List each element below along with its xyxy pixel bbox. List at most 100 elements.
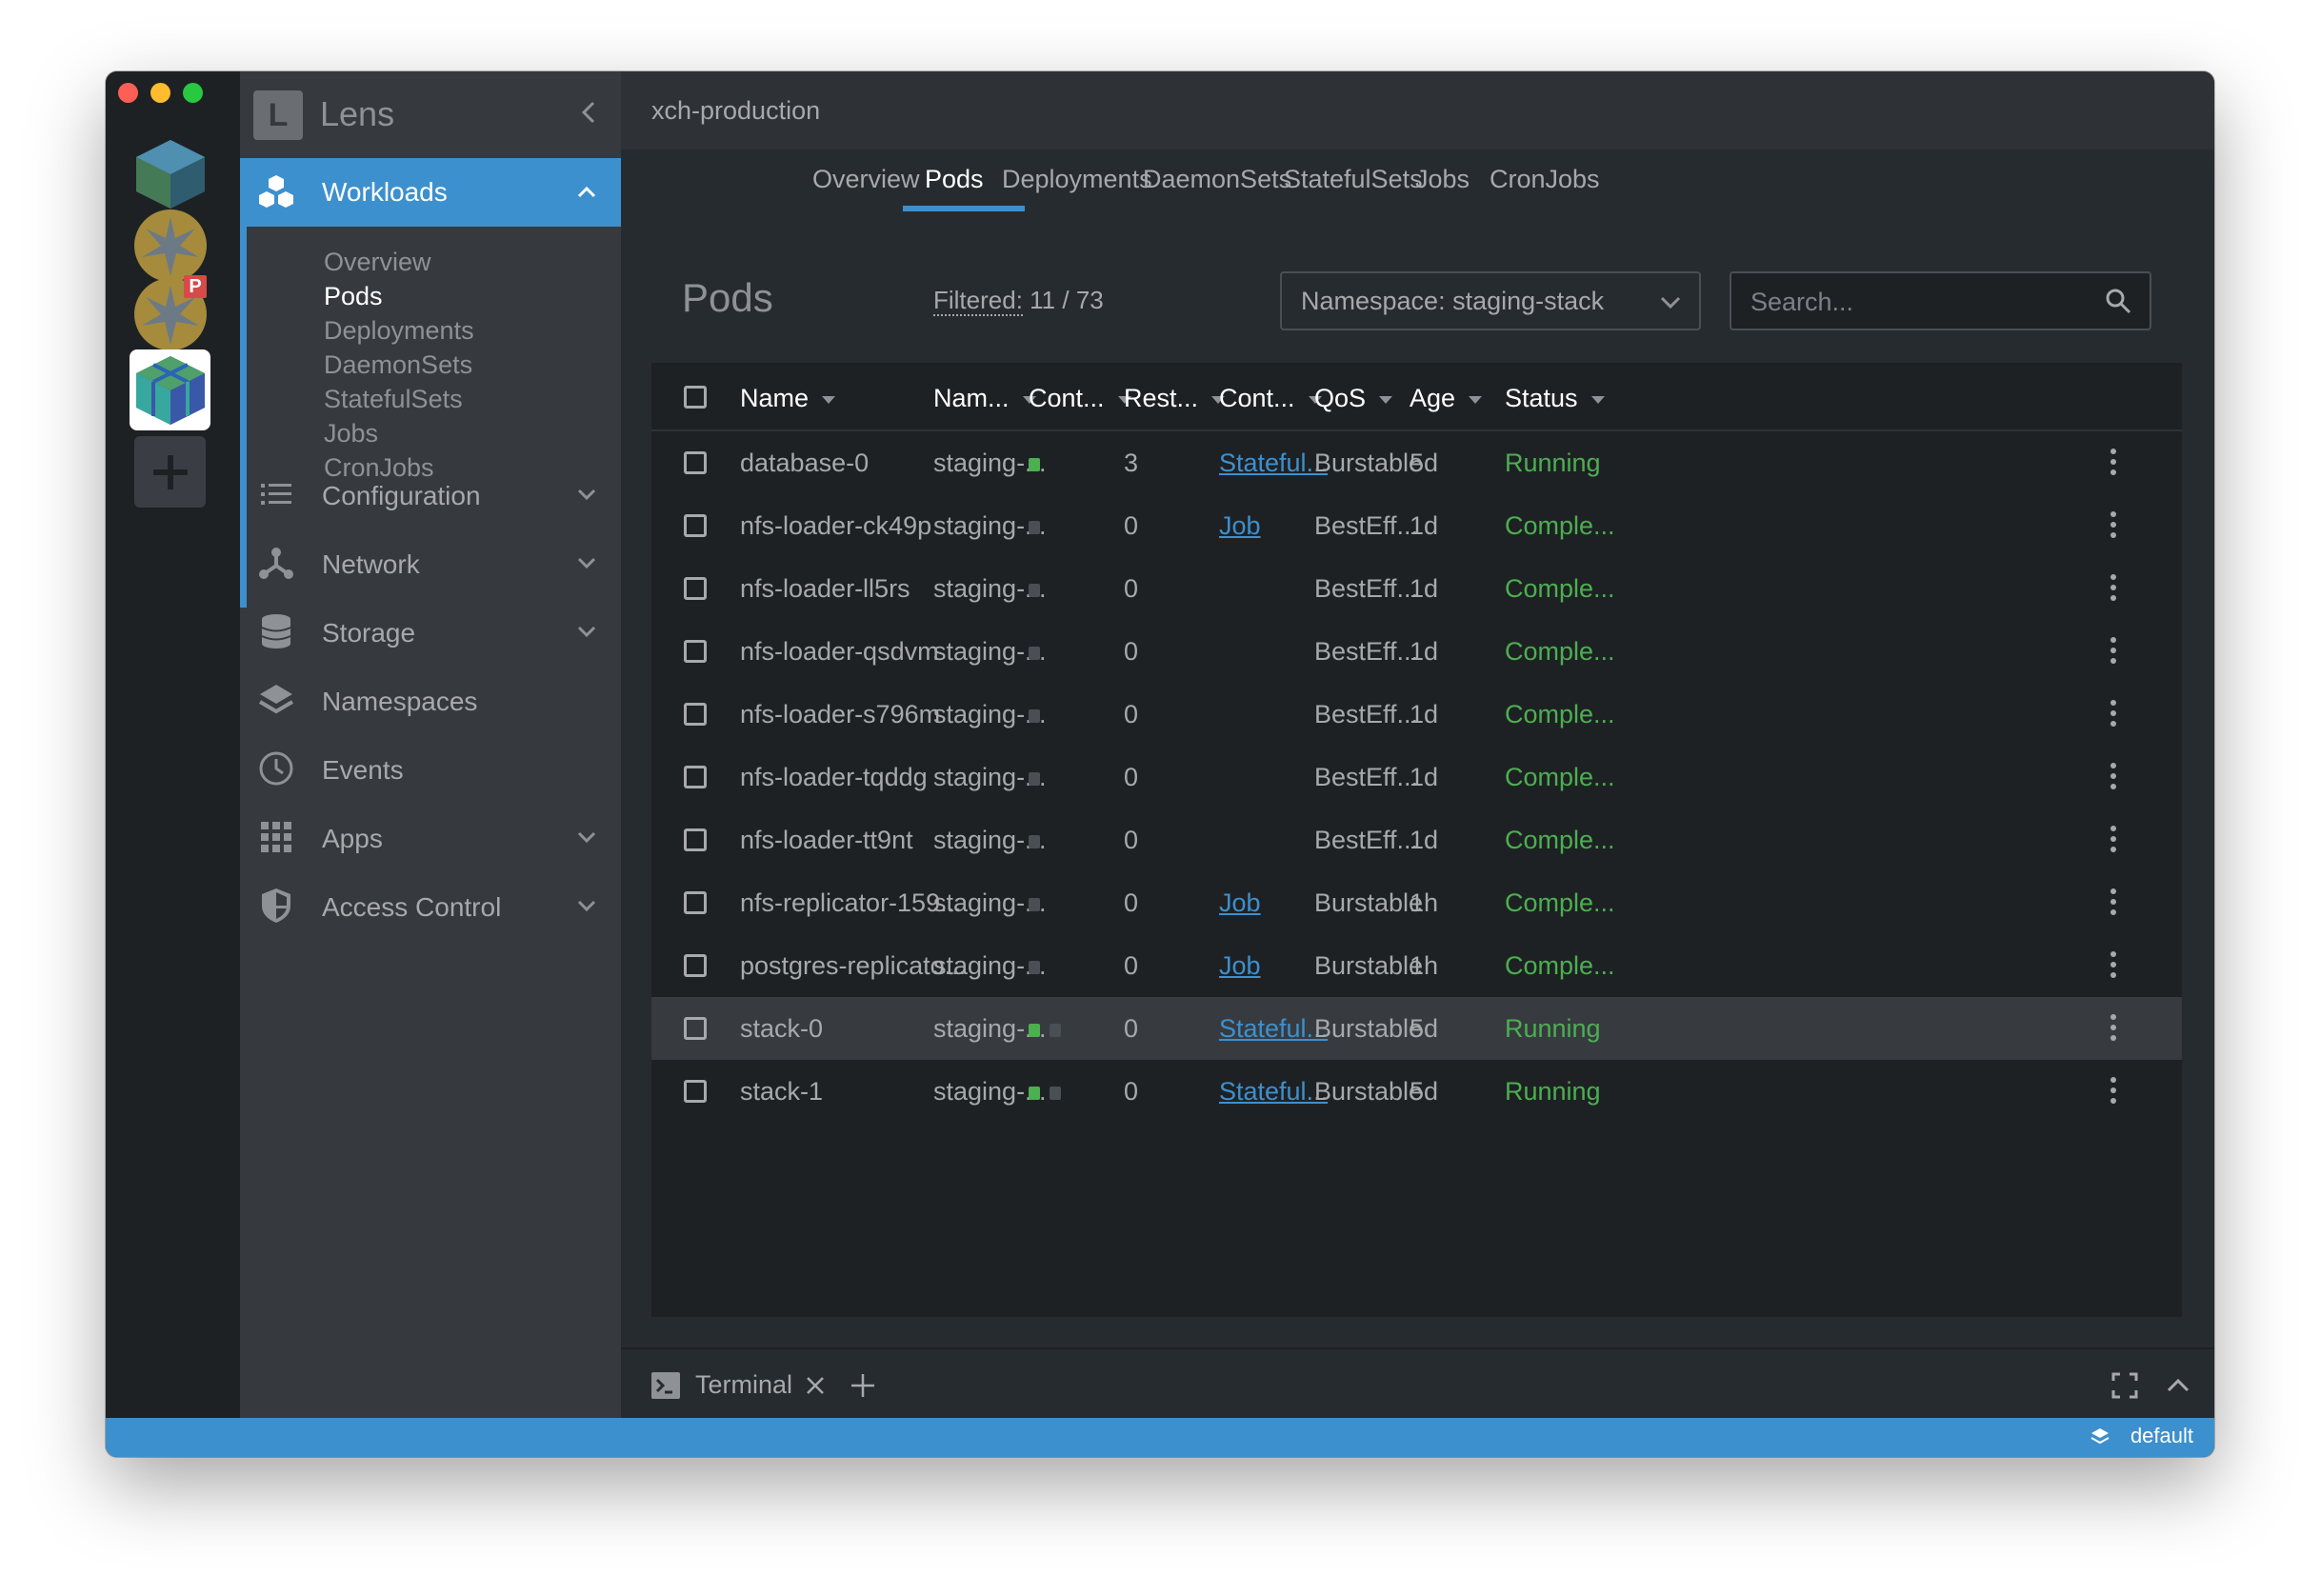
pod-controlled-by-link[interactable]: Job xyxy=(1219,951,1261,980)
chevron-down-icon xyxy=(577,489,596,501)
table-row[interactable]: nfs-loader-ck49p staging-... 0 Job BestEff..… xyxy=(651,494,2182,557)
sidebar-item-storage[interactable]: Storage xyxy=(240,597,621,664)
row-checkbox[interactable] xyxy=(684,703,707,726)
sidebar-item-access-control[interactable]: Access Control xyxy=(240,871,621,938)
tab-cronjobs[interactable]: CronJobs xyxy=(1490,165,1600,193)
row-menu-icon[interactable] xyxy=(2109,1077,2118,1107)
plus-icon[interactable] xyxy=(850,1372,876,1399)
row-menu-icon[interactable] xyxy=(2109,637,2118,668)
table-row[interactable]: nfs-loader-ll5rs staging-... 0 BestEff... 1d… xyxy=(651,557,2182,620)
subnav-item-pods[interactable]: Pods xyxy=(324,282,383,310)
tab-jobs[interactable]: Jobs xyxy=(1415,165,1470,193)
cluster-icon-1[interactable] xyxy=(130,133,210,214)
pod-controlled-by-link[interactable]: Stateful... xyxy=(1219,449,1329,477)
column-header-controlled-by[interactable]: Cont... xyxy=(1219,384,1322,413)
subnav-item-cronjobs[interactable]: CronJobs xyxy=(324,453,434,482)
close-icon[interactable] xyxy=(804,1374,827,1397)
table-row[interactable]: database-0 staging-... 3 Stateful... Burstab… xyxy=(651,431,2182,494)
minimize-window-button[interactable] xyxy=(150,83,170,103)
pod-status: Comple... xyxy=(1505,763,1615,791)
table-row[interactable]: nfs-loader-s796m staging-... 0 BestEff... 1d… xyxy=(651,683,2182,746)
cluster-icon-active[interactable] xyxy=(130,349,210,430)
table-row[interactable]: nfs-loader-tt9nt staging-... 0 BestEff... 1d… xyxy=(651,808,2182,871)
subnav-item-overview[interactable]: Overview xyxy=(324,248,431,276)
table-row[interactable]: stack-1 staging-... 0 Stateful... Burstable 5… xyxy=(651,1060,2182,1123)
collapse-sidebar-icon[interactable] xyxy=(579,98,598,127)
pod-qos: Burstable xyxy=(1314,888,1424,917)
row-menu-icon[interactable] xyxy=(2109,951,2118,982)
sidebar-item-namespaces[interactable]: Namespaces xyxy=(240,666,621,732)
container-status-indicator xyxy=(1050,1024,1061,1037)
column-header-restarts[interactable]: Rest... xyxy=(1124,384,1226,413)
sidebar-item-events[interactable]: Events xyxy=(240,734,621,801)
row-checkbox[interactable] xyxy=(684,514,707,537)
cluster-icon-2[interactable] xyxy=(130,205,210,286)
cluster-icon-3[interactable]: P xyxy=(130,273,210,354)
pod-restarts: 0 xyxy=(1124,1077,1139,1106)
row-checkbox[interactable] xyxy=(684,640,707,663)
column-header-age[interactable]: Age xyxy=(1410,384,1483,413)
row-checkbox[interactable] xyxy=(684,766,707,788)
pod-name: stack-1 xyxy=(740,1077,824,1106)
pod-controlled-by-link[interactable]: Stateful... xyxy=(1219,1014,1329,1043)
pod-namespace: staging-... xyxy=(933,1014,1047,1043)
container-status-indicator xyxy=(1029,898,1040,911)
table-row[interactable]: nfs-loader-qsdvm staging-... 0 BestEff... 1d… xyxy=(651,620,2182,683)
row-checkbox[interactable] xyxy=(684,828,707,851)
tab-statefulsets[interactable]: StatefulSets xyxy=(1284,165,1423,193)
tab-deployments[interactable]: Deployments xyxy=(1002,165,1152,193)
pod-status: Comple... xyxy=(1505,511,1615,540)
pod-controlled-by-link[interactable]: Stateful... xyxy=(1219,1077,1329,1106)
namespace-select[interactable]: Namespace: staging-stack xyxy=(1280,271,1701,330)
pod-status: Comple... xyxy=(1505,888,1615,917)
search-input[interactable] xyxy=(1749,283,2095,321)
namespace-select-value: Namespace: staging-stack xyxy=(1301,287,1605,315)
row-menu-icon[interactable] xyxy=(2109,511,2118,542)
table-row[interactable]: postgres-replicato... staging-... 0 Job Burs… xyxy=(651,934,2182,997)
table-row[interactable]: stack-0 staging-... 0 Stateful... Burstable 5… xyxy=(651,997,2182,1060)
tab-daemonsets[interactable]: DaemonSets xyxy=(1143,165,1292,193)
sidebar-item-configuration[interactable]: Configuration xyxy=(240,460,621,527)
row-checkbox[interactable] xyxy=(684,891,707,914)
maximize-window-button[interactable] xyxy=(183,83,203,103)
column-header-namespace[interactable]: Nam... xyxy=(933,384,1036,413)
row-checkbox[interactable] xyxy=(684,577,707,600)
column-header-name[interactable]: Name xyxy=(740,384,836,413)
column-header-qos[interactable]: QoS xyxy=(1314,384,1393,413)
row-checkbox[interactable] xyxy=(684,1080,707,1103)
row-menu-icon[interactable] xyxy=(2109,700,2118,730)
row-menu-icon[interactable] xyxy=(2109,763,2118,793)
status-namespace[interactable]: default xyxy=(2130,1424,2193,1447)
table-row[interactable]: nfs-replicator-159... staging-... 0 Job Burs… xyxy=(651,871,2182,934)
subnav-item-daemonsets[interactable]: DaemonSets xyxy=(324,350,473,379)
row-menu-icon[interactable] xyxy=(2109,1014,2118,1045)
column-header-containers[interactable]: Cont... xyxy=(1029,384,1131,413)
subnav-item-statefulsets[interactable]: StatefulSets xyxy=(324,385,463,413)
column-header-status[interactable]: Status xyxy=(1505,384,1605,413)
pod-controlled-by-link[interactable]: Job xyxy=(1219,511,1261,540)
add-cluster-button[interactable] xyxy=(134,436,206,508)
tab-pods[interactable]: Pods xyxy=(925,165,984,193)
chevron-up-icon[interactable] xyxy=(2166,1374,2190,1397)
row-checkbox[interactable] xyxy=(684,1017,707,1040)
row-menu-icon[interactable] xyxy=(2109,574,2118,605)
row-checkbox[interactable] xyxy=(684,451,707,474)
sidebar-item-apps[interactable]: Apps xyxy=(240,803,621,869)
row-menu-icon[interactable] xyxy=(2109,826,2118,856)
tab-overview[interactable]: Overview xyxy=(812,165,920,193)
row-checkbox[interactable] xyxy=(684,954,707,977)
subnav-item-deployments[interactable]: Deployments xyxy=(324,316,474,345)
pod-namespace: staging-... xyxy=(933,826,1047,854)
fullscreen-icon[interactable] xyxy=(2111,1372,2138,1399)
sidebar-item-network[interactable]: Network xyxy=(240,529,621,595)
table-row[interactable]: nfs-loader-tqddg staging-... 0 BestEff... 1d… xyxy=(651,746,2182,808)
select-all-checkbox[interactable] xyxy=(684,386,707,409)
search-icon[interactable] xyxy=(2104,287,2132,315)
row-menu-icon[interactable] xyxy=(2109,888,2118,919)
pod-controlled-by-link[interactable]: Job xyxy=(1219,888,1261,917)
subnav-item-jobs[interactable]: Jobs xyxy=(324,419,379,448)
sidebar-item-workloads[interactable]: Workloads xyxy=(240,158,621,227)
row-menu-icon[interactable] xyxy=(2109,449,2118,479)
close-window-button[interactable] xyxy=(118,83,138,103)
terminal-tab-label[interactable]: Terminal xyxy=(695,1370,793,1399)
